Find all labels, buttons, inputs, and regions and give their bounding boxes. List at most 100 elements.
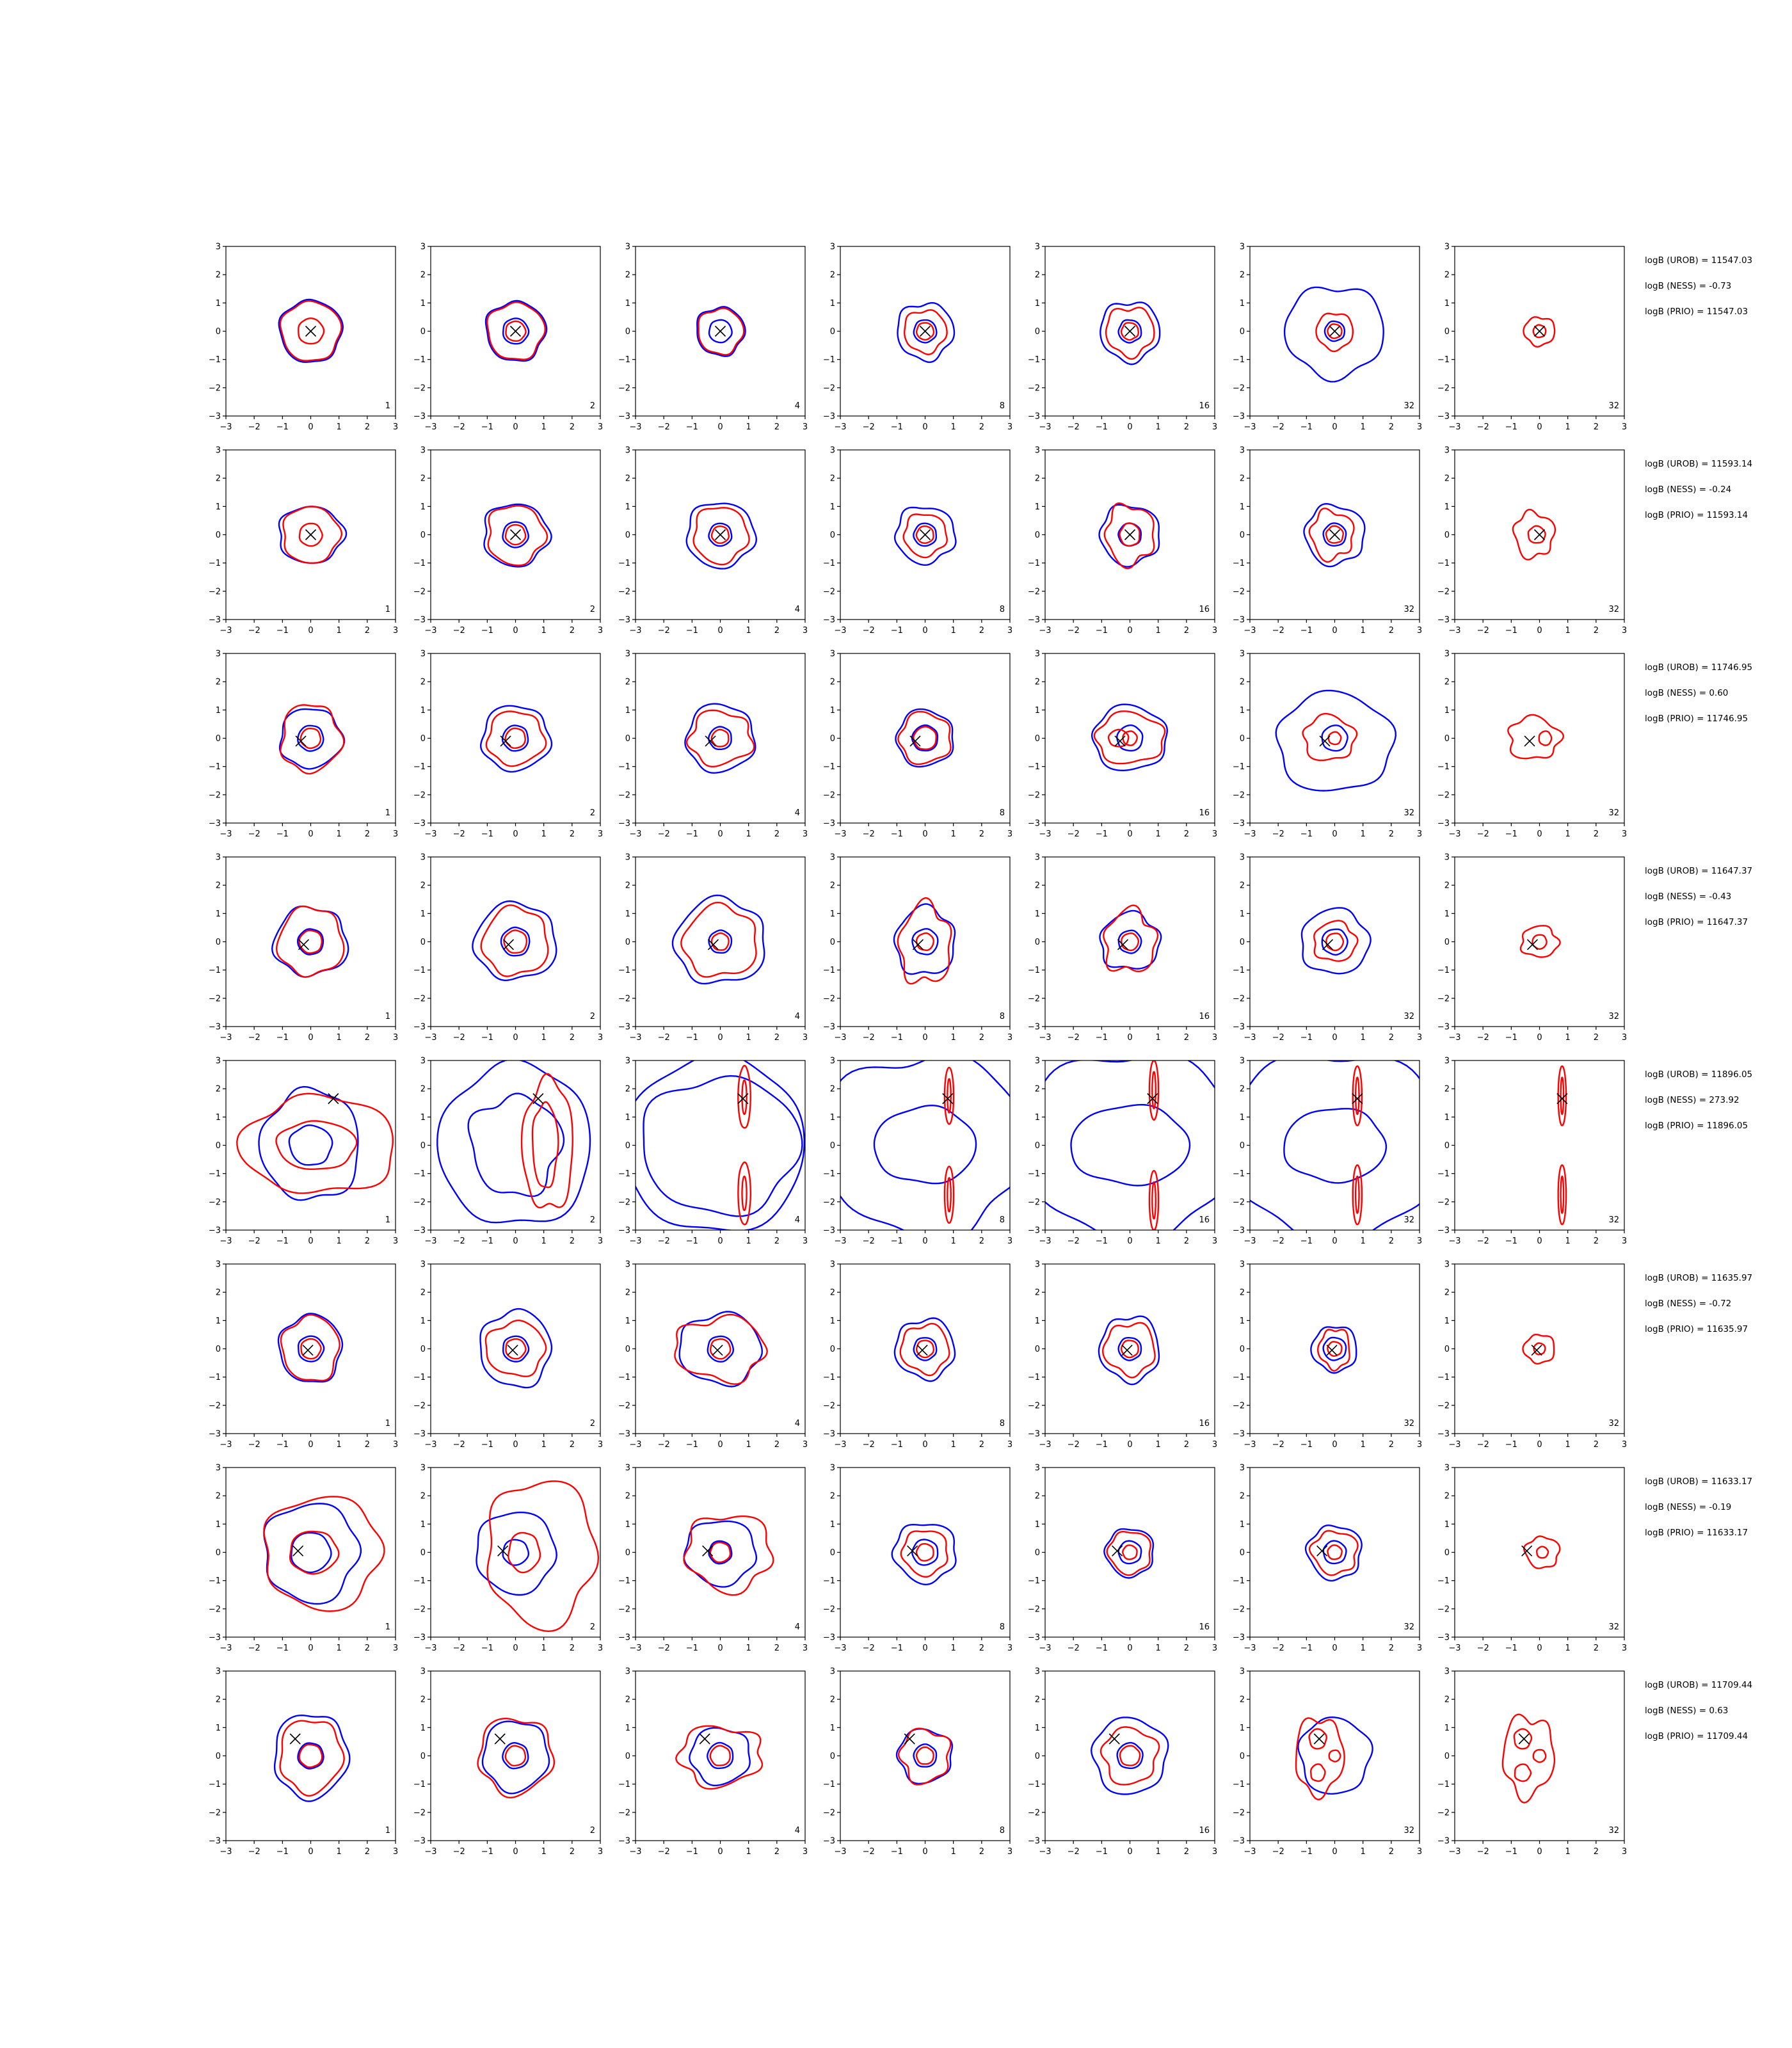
x-tick-label: 0 bbox=[717, 1847, 723, 1857]
x-tick-label: 2 bbox=[1184, 1847, 1189, 1857]
red-contour-2 bbox=[504, 1745, 527, 1767]
blue-contour-2 bbox=[913, 1743, 938, 1768]
y-tick-label: −1 bbox=[1233, 355, 1245, 365]
x-tick-label: 1 bbox=[541, 1033, 547, 1043]
x-tick-label: 3 bbox=[803, 829, 808, 839]
panel-r3-c6: −3−3 −2 −2 −1 −1 0 0 1 1 2 2 3 3 32 bbox=[1233, 650, 1422, 840]
y-tick-label: 0 bbox=[1444, 1752, 1450, 1761]
y-tick-label: 2 bbox=[1035, 881, 1040, 891]
y-tick-label: 1 bbox=[1035, 1724, 1040, 1733]
contour-group bbox=[1098, 502, 1160, 570]
y-tick-label: −3 bbox=[618, 1837, 630, 1846]
y-tick-label: 3 bbox=[216, 1260, 221, 1270]
axes-frame bbox=[1044, 856, 1215, 1027]
blue-contour-2 bbox=[502, 1742, 529, 1770]
x-tick-label: −2 bbox=[863, 1644, 875, 1653]
y-tick-label: −3 bbox=[413, 1837, 426, 1846]
x-tick-label: −3 bbox=[629, 1236, 641, 1246]
x-tick-label: 0 bbox=[1127, 1033, 1132, 1043]
row-7-stat-1: logB (UROB) = 11633.17 bbox=[1645, 1476, 1752, 1487]
x-tick-label: 1 bbox=[1565, 422, 1571, 432]
y-tick-label: 3 bbox=[216, 853, 221, 863]
x-tick-label: −1 bbox=[276, 1847, 289, 1857]
x-tick-label: 0 bbox=[513, 626, 518, 636]
x-tick-label: −2 bbox=[863, 1440, 875, 1450]
red-contour-2 bbox=[1557, 1164, 1567, 1226]
y-tick-label: 1 bbox=[1035, 1316, 1040, 1326]
x-tick-label: 3 bbox=[1622, 422, 1627, 432]
x-tick-label: 3 bbox=[598, 626, 603, 636]
blue-contour-2 bbox=[502, 1335, 530, 1363]
panel-corner-label: 16 bbox=[1199, 605, 1210, 614]
axes-frame bbox=[225, 1670, 396, 1841]
y-tick-label: −2 bbox=[209, 1197, 221, 1207]
x-tick-label: −2 bbox=[863, 1236, 875, 1246]
y-tick-label: −2 bbox=[618, 1197, 630, 1207]
blue-contour-1 bbox=[278, 708, 346, 770]
y-tick-label: 1 bbox=[216, 706, 221, 716]
y-tick-label: −1 bbox=[1233, 1576, 1245, 1586]
panel-corner-label: 32 bbox=[1608, 1419, 1619, 1428]
y-tick-label: 3 bbox=[1240, 243, 1245, 252]
x-tick-label: 2 bbox=[1594, 1440, 1599, 1450]
x-tick-label: 1 bbox=[541, 1236, 547, 1246]
x-tick-label: −3 bbox=[1039, 1033, 1051, 1043]
y-tick-label: −2 bbox=[1233, 1401, 1245, 1411]
x-tick-label: 0 bbox=[1537, 626, 1542, 636]
x-tick-label: −3 bbox=[1039, 1644, 1051, 1653]
x-tick-label: −1 bbox=[276, 1033, 289, 1043]
red-contour-2 bbox=[1327, 731, 1342, 746]
y-tick-label: 1 bbox=[216, 1724, 221, 1733]
x-tick-label: 2 bbox=[365, 1440, 370, 1450]
panel-corner-label: 1 bbox=[385, 808, 390, 818]
y-tick-label: 2 bbox=[830, 1492, 835, 1501]
y-tick-label: 3 bbox=[625, 853, 630, 863]
y-tick-label: −3 bbox=[1233, 1023, 1245, 1032]
true-value-marker bbox=[1556, 1093, 1568, 1105]
y-tick-label: 3 bbox=[1240, 1464, 1245, 1473]
contour-group bbox=[278, 298, 344, 363]
x-tick-label: 2 bbox=[570, 422, 575, 432]
x-tick-label: 1 bbox=[337, 1033, 342, 1043]
panel-r7-c6: −3−3 −2 −2 −1 −1 0 0 1 1 2 2 3 3 32 bbox=[1233, 1464, 1422, 1654]
y-tick-label: 3 bbox=[625, 1464, 630, 1473]
red-contour-2 bbox=[298, 929, 323, 954]
y-tick-label: −1 bbox=[1233, 1169, 1245, 1179]
y-tick-label: −1 bbox=[618, 1576, 630, 1586]
y-tick-label: 0 bbox=[216, 1345, 221, 1354]
x-tick-label: −1 bbox=[481, 1236, 493, 1246]
panel-r8-c3: −3−3 −2 −2 −1 −1 0 0 1 1 2 2 3 3 4 bbox=[618, 1667, 808, 1857]
x-tick-label: 0 bbox=[1537, 1236, 1542, 1246]
y-tick-label: 1 bbox=[1240, 909, 1245, 919]
panel-corner-label: 32 bbox=[1404, 401, 1414, 411]
x-tick-label: 0 bbox=[513, 829, 518, 839]
x-tick-label: −2 bbox=[658, 1033, 670, 1043]
x-tick-label: 1 bbox=[1361, 422, 1366, 432]
x-tick-label: −1 bbox=[1505, 422, 1517, 432]
y-tick-label: −1 bbox=[1437, 559, 1450, 568]
red-contour-1 bbox=[1308, 508, 1355, 563]
x-tick-label: 1 bbox=[541, 1440, 547, 1450]
y-tick-label: 2 bbox=[1444, 1492, 1450, 1501]
red-contour-2 bbox=[1119, 1745, 1141, 1766]
row-6-stat-2: logB (NESS) = -0.72 bbox=[1645, 1299, 1731, 1309]
panel-r6-c7: −3−3 −2 −2 −1 −1 0 0 1 1 2 2 3 3 32 bbox=[1437, 1260, 1627, 1450]
panel-r5-c3: −3−3 −2 −2 −1 −1 0 0 1 1 2 2 3 3 4 bbox=[618, 1057, 808, 1247]
y-tick-label: −3 bbox=[209, 412, 221, 422]
x-tick-label: 0 bbox=[513, 422, 518, 432]
red-contour-3 bbox=[1328, 1749, 1341, 1763]
true-value-marker bbox=[907, 1545, 918, 1556]
y-tick-label: 2 bbox=[830, 678, 835, 687]
x-tick-label: 1 bbox=[746, 626, 751, 636]
x-tick-label: 2 bbox=[1594, 1236, 1599, 1246]
x-tick-label: 0 bbox=[1537, 829, 1542, 839]
y-tick-label: 0 bbox=[420, 1345, 426, 1354]
y-tick-label: −1 bbox=[209, 762, 221, 772]
x-tick-label: −3 bbox=[629, 1644, 641, 1653]
x-tick-label: 0 bbox=[513, 1440, 518, 1450]
y-tick-label: −1 bbox=[1233, 762, 1245, 772]
panel-r7-c7: −3−3 −2 −2 −1 −1 0 0 1 1 2 2 3 3 32 bbox=[1437, 1464, 1627, 1654]
y-tick-label: 1 bbox=[420, 1113, 426, 1123]
true-value-marker bbox=[1322, 939, 1334, 950]
x-tick-label: 3 bbox=[393, 422, 398, 432]
